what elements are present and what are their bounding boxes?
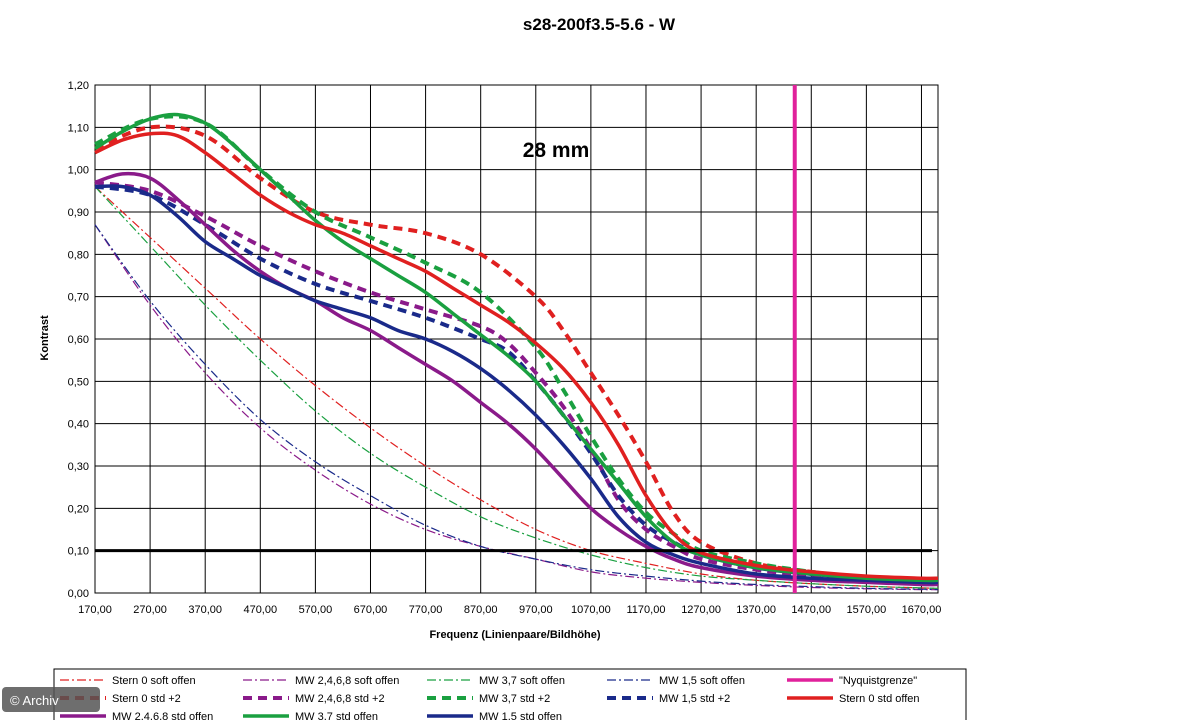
y-tick-label: 0,20 — [68, 503, 89, 515]
legend: Stern 0 soft offen MW 2,4,6,8 soft offen M… — [53, 668, 967, 720]
series-lines — [94, 85, 939, 593]
y-tick-label: 0,30 — [68, 461, 89, 473]
y-axis-ticks: 0,00 0,10 0,20 0,30 0,40 0,50 0,60 0,70 0,80 0,90… — [68, 80, 89, 600]
x-axis-ticks: 170,00 270,00 370,00 470,00 570,00 670,00 770,… — [78, 604, 941, 616]
series-line-stern-0-std-2 — [94, 124, 939, 584]
x-tick-label: 170,00 — [78, 604, 112, 616]
x-axis-label: Frequenz (Linienpaare/Bildhöhe) — [429, 629, 600, 641]
legend-label: Stern 0 std +2 — [112, 693, 181, 705]
legend-label: Stern 0 soft offen — [112, 675, 196, 687]
x-tick-label: 670,00 — [354, 604, 388, 616]
y-axis-label: Kontrast — [39, 315, 51, 361]
legend-label: MW 1,5 soft offen — [659, 675, 745, 687]
series-line-mw-2-4-6-8-std-offen — [94, 171, 939, 587]
series-line-stern-0-std-offen — [94, 131, 939, 581]
x-tick-label: 1570,00 — [846, 604, 886, 616]
grid — [94, 84, 939, 594]
x-tick-label: 270,00 — [133, 604, 167, 616]
x-tick-label: 1270,00 — [681, 604, 721, 616]
legend-label: MW 1,5 std +2 — [659, 693, 730, 705]
legend-label: MW 3,7 soft offen — [479, 675, 565, 687]
series-line-mw-1-5-std-offen — [94, 184, 939, 585]
focal-length-annotation: 28 mm — [523, 139, 590, 162]
y-tick-label: 0,70 — [68, 292, 89, 304]
chart-title: s28-200f3.5-5.6 - W — [523, 15, 676, 34]
x-tick-label: 870,00 — [464, 604, 498, 616]
y-tick-label: 0,90 — [68, 207, 89, 219]
x-tick-label: 1670,00 — [902, 604, 942, 616]
series-line-mw-1-5-soft-offen — [94, 224, 939, 591]
legend-label: MW 2,4,6,8 std +2 — [295, 693, 385, 705]
x-tick-label: 1070,00 — [571, 604, 611, 616]
x-tick-label: 570,00 — [299, 604, 333, 616]
x-tick-label: 1170,00 — [627, 604, 666, 616]
copyright-badge: © Archiv — [2, 687, 100, 712]
x-tick-label: 1470,00 — [791, 604, 831, 616]
legend-label: Stern 0 std offen — [839, 693, 920, 705]
y-tick-label: 0,50 — [68, 376, 89, 388]
y-tick-label: 0,60 — [68, 334, 89, 346]
legend-label: MW 3,7 std +2 — [479, 693, 550, 705]
series-line-mw-2-4-6-8-soft-offen — [94, 224, 939, 591]
x-tick-label: 970,00 — [519, 604, 553, 616]
x-tick-label: 1370,00 — [736, 604, 776, 616]
series-line-mw-2-4-6-8-std-2 — [94, 180, 939, 584]
legend-label: MW 1,5 std offen — [479, 711, 562, 720]
y-tick-label: 1,20 — [68, 80, 89, 92]
legend-box — [53, 668, 967, 720]
x-tick-label: 770,00 — [409, 604, 443, 616]
y-tick-label: 1,10 — [68, 122, 89, 134]
y-tick-label: 0,40 — [68, 419, 89, 431]
legend-label: MW 2,4,6,8 soft offen — [295, 675, 399, 687]
legend-label: "Nyquistgrenze" — [839, 675, 917, 687]
copyright-text: © Archiv — [10, 693, 59, 708]
y-tick-label: 0,00 — [68, 588, 89, 600]
legend-label: MW 3,7 std offen — [295, 711, 378, 720]
x-tick-label: 470,00 — [243, 604, 277, 616]
x-tick-label: 370,00 — [188, 604, 222, 616]
legend-label: MW 2,4,6,8 std offen — [112, 711, 213, 720]
copyright-background — [2, 687, 100, 712]
y-tick-label: 0,80 — [68, 249, 89, 261]
y-tick-label: 1,00 — [68, 165, 89, 177]
y-tick-label: 0,10 — [68, 546, 89, 558]
